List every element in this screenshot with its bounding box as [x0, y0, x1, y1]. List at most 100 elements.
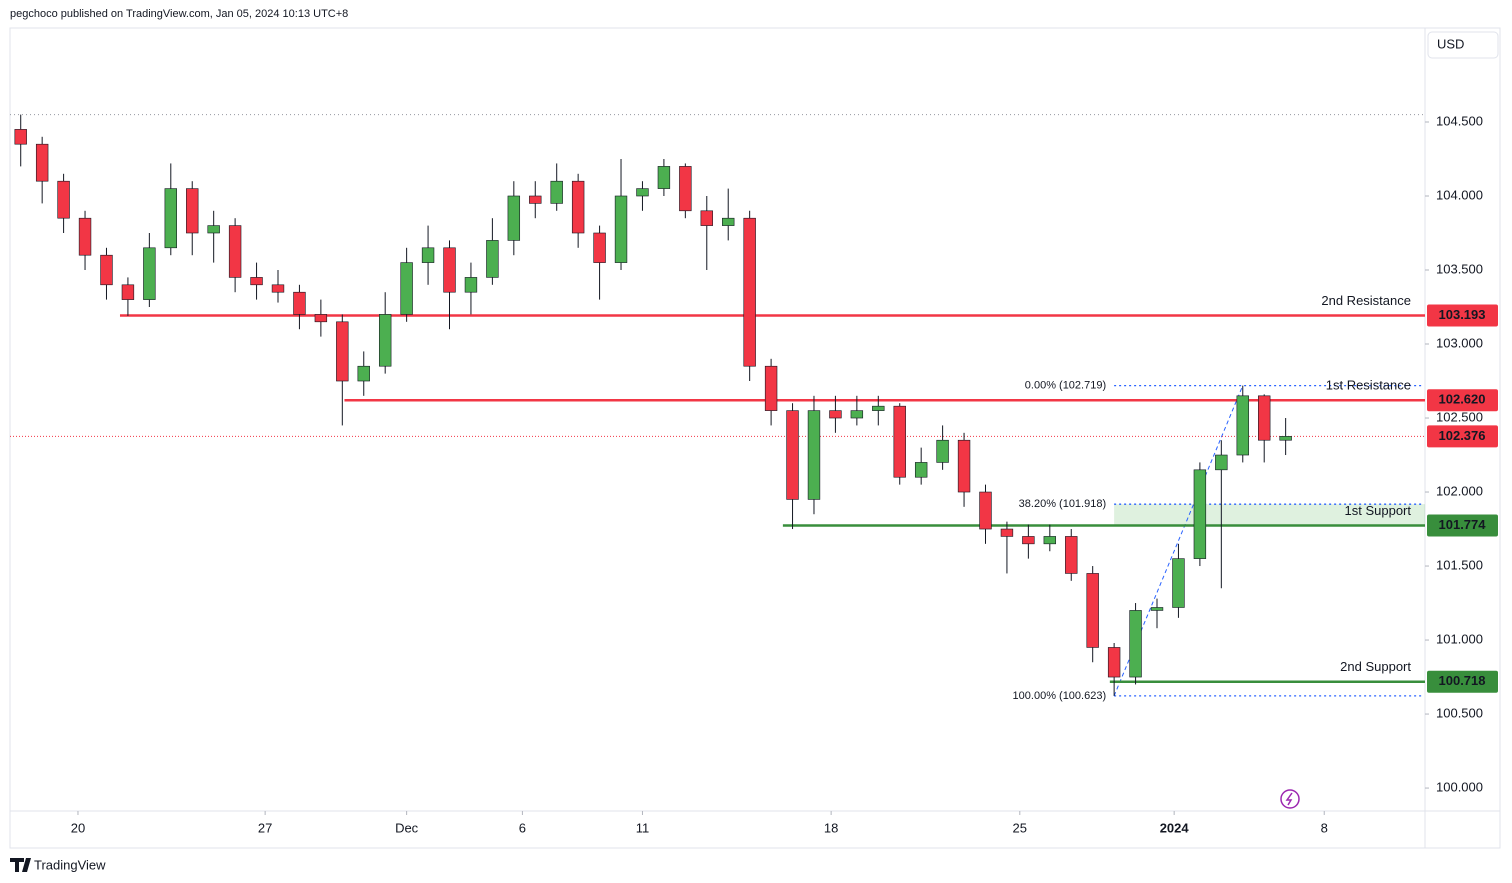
- candle-body: [850, 410, 864, 419]
- candle-body: [957, 439, 971, 493]
- candle-body: [743, 217, 756, 367]
- y-tick-label: 100.000: [1436, 779, 1483, 794]
- candle-body: [700, 210, 713, 226]
- y-tick-label: 102.000: [1436, 483, 1483, 498]
- x-tick-label: 20: [71, 820, 85, 835]
- candle-body: [400, 262, 413, 315]
- candle-body: [186, 188, 199, 234]
- level-price-text: 101.774: [1439, 517, 1487, 532]
- candle-body: [378, 314, 392, 367]
- candle-body: [657, 166, 671, 189]
- y-tick-label: 103.500: [1436, 261, 1483, 276]
- candle-body: [1129, 610, 1142, 678]
- candle-body: [1022, 536, 1035, 545]
- candle-body: [164, 188, 177, 249]
- candle-body: [143, 247, 156, 300]
- level-name: 1st Resistance: [1326, 378, 1411, 393]
- x-tick-label: 25: [1013, 820, 1027, 835]
- candle-body: [1043, 536, 1057, 545]
- candle-body: [293, 291, 306, 315]
- candle-body: [636, 188, 649, 197]
- candle-body: [679, 166, 692, 212]
- candle-body: [271, 284, 285, 293]
- x-tick-label: 8: [1321, 820, 1328, 835]
- candle-body: [443, 247, 456, 293]
- candle-body: [829, 410, 842, 419]
- candle-body: [529, 195, 542, 204]
- events-icon[interactable]: [1280, 789, 1300, 809]
- level-name: 2nd Resistance: [1321, 293, 1411, 308]
- last-price-box: [1427, 425, 1498, 448]
- candle-body: [571, 180, 585, 234]
- candle-body: [722, 217, 735, 226]
- candle-body: [786, 410, 799, 500]
- candle-body: [78, 217, 92, 256]
- x-tick-label: 6: [519, 820, 526, 835]
- candle-body: [872, 405, 885, 411]
- level-price-box: [1427, 389, 1498, 412]
- candle-body: [421, 247, 435, 263]
- y-tick-label: 101.000: [1436, 631, 1483, 646]
- candle-body: [357, 365, 370, 382]
- logo-icon: [10, 858, 31, 872]
- candle-body: [1193, 469, 1207, 559]
- y-tick-label: 101.500: [1436, 557, 1483, 572]
- candle-body: [550, 180, 563, 204]
- candle-body: [1000, 528, 1014, 537]
- y-tick-label: 104.500: [1436, 113, 1483, 128]
- candle-body: [228, 225, 242, 278]
- candle-body: [207, 225, 220, 234]
- level-price-text: 100.718: [1439, 673, 1486, 688]
- events-icon-bolt: [1285, 792, 1293, 806]
- candle-body: [100, 254, 113, 286]
- footer: TradingView: [34, 857, 106, 872]
- candle-body: [1086, 573, 1099, 648]
- x-tick-label: 2024: [1160, 820, 1190, 835]
- candle-body: [914, 462, 928, 478]
- candle-body: [314, 314, 328, 323]
- candle-body: [893, 405, 906, 478]
- header: pegchoco published on TradingView.com, J…: [10, 8, 348, 20]
- fib-label: 100.00% (100.623): [1013, 690, 1107, 702]
- x-tick-label: Dec: [395, 820, 419, 835]
- candle-body: [507, 195, 521, 241]
- candle-body: [1279, 436, 1292, 441]
- candle-body: [14, 129, 27, 145]
- candle-body: [1107, 647, 1121, 678]
- candle-body: [486, 240, 499, 278]
- level-name: 2nd Support: [1340, 659, 1411, 674]
- level-price-text: 103.193: [1439, 307, 1486, 322]
- candle-body: [1150, 607, 1164, 611]
- y-tick-label: 103.000: [1436, 335, 1483, 350]
- level-price-box: [1427, 670, 1498, 693]
- level-name: 1st Support: [1345, 503, 1412, 518]
- candle-body: [250, 277, 263, 286]
- candle-body: [614, 195, 628, 263]
- candle-body: [936, 439, 949, 463]
- candle-body: [1065, 536, 1078, 574]
- frame: [9, 27, 1501, 849]
- candle-body: [121, 284, 135, 300]
- x-tick-label: 11: [636, 820, 650, 835]
- y-tick-label: 102.500: [1436, 409, 1483, 424]
- x-tick-label: 27: [258, 820, 272, 835]
- candle-body: [35, 143, 49, 182]
- candle-body: [336, 321, 349, 382]
- y-tick-label: 100.500: [1436, 705, 1483, 720]
- currency-button[interactable]: [1427, 31, 1499, 59]
- candle-body: [1258, 395, 1271, 441]
- candle-body: [1236, 395, 1249, 456]
- candle-body: [764, 365, 778, 411]
- last-price-text: 102.376: [1439, 428, 1486, 443]
- level-price-box: [1427, 304, 1498, 327]
- currency[interactable]: USD: [1437, 36, 1464, 51]
- x-tick-label: 18: [824, 820, 838, 835]
- candle-body: [1215, 454, 1228, 471]
- level-price-box: [1427, 514, 1498, 537]
- candle-body: [593, 232, 606, 263]
- candle-body: [464, 277, 478, 293]
- fib-label: 38.20% (101.918): [1019, 498, 1106, 510]
- fib-label: 0.00% (102.719): [1025, 380, 1106, 392]
